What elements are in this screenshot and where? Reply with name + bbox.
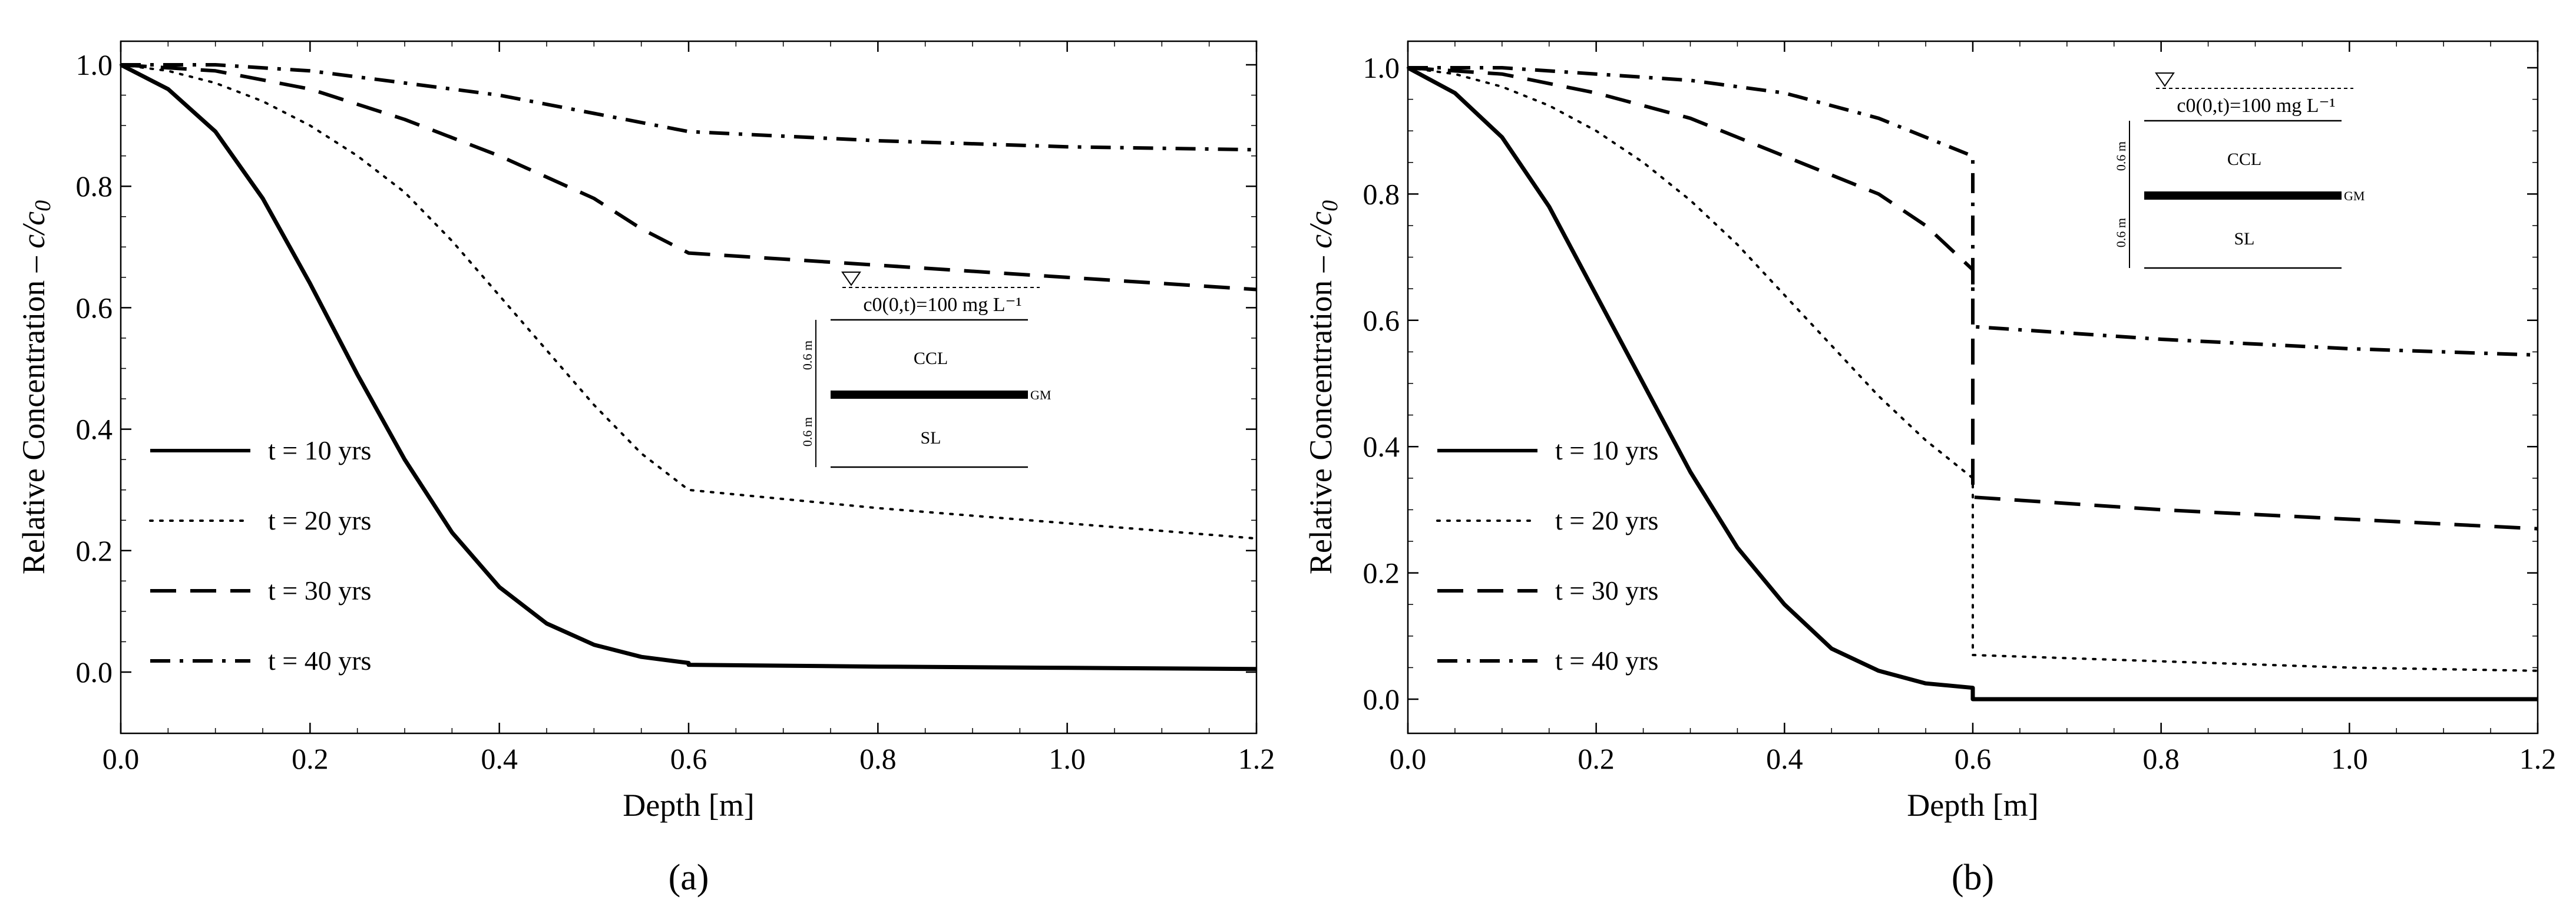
legend-label-4: t = 40 yrs [1555,646,1658,676]
x-tick-label: 1.2 [2519,742,2557,775]
y-tick-label: 0.8 [76,170,113,203]
y-axis-title: Relative Concentration – c/c0 [16,200,55,574]
x-tick-label: 0.2 [292,742,329,775]
y-axis-title-var: c/c [1303,211,1338,249]
legend-label-1: t = 10 yrs [1555,435,1658,465]
series-line-4 [121,63,1257,152]
legend-label-3: t = 30 yrs [1555,575,1658,606]
panel-label: (a) [669,858,709,898]
inset-dim-top: 0.6 m [2114,141,2128,171]
y-tick-label: 1.0 [1363,51,1400,84]
legend-label-1: t = 10 yrs [268,435,371,465]
y-axis-title-var: c/c [16,211,51,249]
series-line-3 [120,63,1257,292]
legend-label-3: t = 30 yrs [268,575,371,606]
inset-dim-bottom: 0.6 m [800,417,815,446]
inset-sl-label: SL [920,428,941,448]
inset-boundary-label: c0(0,t)=100 mg L⁻¹ [863,294,1021,316]
y-axis-title-text: Relative Concentration – [16,249,51,574]
inset-gm-label: GM [1030,388,1051,402]
y-tick-label: 0.2 [76,534,113,567]
series-line-4 [1408,66,2538,357]
inset-ccl-label: CCL [914,349,948,368]
x-axis-title: Depth [m] [1907,788,2038,823]
chart-panel-1: 0.0 0.2 0.4 0.6 0.8 1.0 1.2 0.0 0.2 0.4 0.6 0.8 1.0 D… [16,40,1275,898]
inset-sl-label: SL [2234,229,2254,249]
series-line-2 [1407,67,2539,672]
y-tick-label: 0.0 [76,656,113,689]
inset-dim-top: 0.6 m [800,340,815,370]
x-tick-label: 0.8 [2142,742,2180,775]
y-tick-label: 0.8 [1363,177,1400,210]
inset-ccl-label: CCL [2227,150,2261,169]
x-tick-label: 0.2 [1578,742,1615,775]
water-table-icon [2155,72,2175,87]
series-line-1 [120,62,1257,671]
x-tick-label: 0.8 [859,742,897,775]
chart-panel-2: 0.0 0.2 0.4 0.6 0.8 1.0 1.2 0.0 0.2 0.4 0.6 0.8 1.0 D… [1303,40,2557,898]
x-tick-label: 0.4 [481,742,518,775]
inset-schematic: c0(0,t)=100 mg L⁻¹ CCL GM SL 0.6 m 0.6 m [800,272,1051,468]
y-tick-label: 0.6 [1363,304,1400,337]
x-tick-label: 0.6 [1955,742,1992,775]
legend-label-2: t = 20 yrs [268,505,371,535]
x-tick-label: 1.0 [1049,742,1086,775]
y-axis-title: Relative Concentration – c/c0 [1303,200,1342,574]
legend-label-2: t = 20 yrs [1555,505,1658,535]
series-line-3 [1407,66,2538,531]
x-tick-label: 0.4 [1766,742,1803,775]
plot-frame [120,40,1258,735]
inset-dim-bottom: 0.6 m [2114,218,2128,247]
x-tick-label: 0.0 [102,742,140,775]
inset-gm-label: GM [2344,188,2365,203]
inset-schematic: c0(0,t)=100 mg L⁻¹ CCL GM SL 0.6 m 0.6 m [2114,72,2365,269]
x-tick-label: 1.2 [1238,742,1275,775]
inset-boundary-label: c0(0,t)=100 mg L⁻¹ [2177,95,2335,117]
y-tick-label: 0.2 [1363,557,1400,590]
series-line-1 [1407,65,2538,702]
panel-label: (b) [1952,858,1994,898]
inset-gm-bar [831,391,1028,399]
y-axis-title-sub: 0 [1318,200,1342,211]
x-tick-label: 0.0 [1390,742,1427,775]
x-tick-label: 1.0 [2331,742,2368,775]
y-tick-label: 0.4 [1363,430,1400,463]
x-axis-title: Depth [m] [623,788,754,823]
y-tick-label: 0.6 [76,291,113,324]
series-line-2 [120,64,1258,540]
legend-label-4: t = 40 yrs [268,646,371,676]
y-axis-title-text: Relative Concentration – [1303,249,1338,574]
y-tick-label: 0.0 [1363,683,1400,716]
y-tick-label: 1.0 [76,48,113,81]
y-tick-label: 0.4 [76,413,113,446]
x-tick-label: 0.6 [670,742,707,775]
water-table-icon [841,272,861,286]
inset-gm-bar [2144,191,2342,200]
y-axis-title-sub: 0 [31,200,55,211]
